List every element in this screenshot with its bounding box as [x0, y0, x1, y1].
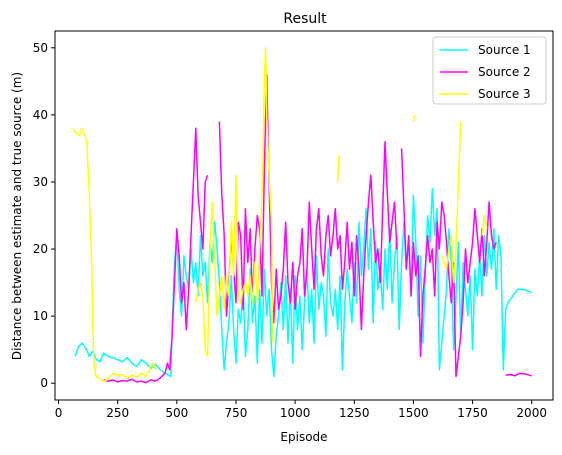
series-3-line-segment-1: [72, 127, 157, 382]
x-tick-label: 1000: [280, 406, 311, 420]
x-tick-label: 1250: [339, 406, 370, 420]
legend-label-source-3: Source 3: [478, 87, 531, 101]
x-axis-ticks: 0 250 500 750 1000 1250 1500 1750 2000: [55, 400, 547, 420]
y-tick-label: 0: [40, 376, 48, 390]
x-tick-label: 1750: [457, 406, 488, 420]
plot-area: 0 250 500 750 1000 1250 1500 1750 2000 0 10 20 30 40…: [33, 30, 554, 420]
legend: Source 1 Source 2 Source 3: [432, 36, 547, 105]
x-tick-label: 250: [106, 406, 129, 420]
y-tick-label: 10: [33, 309, 48, 323]
y-tick-label: 40: [33, 108, 48, 122]
x-tick-label: 2000: [516, 406, 547, 420]
x-tick-label: 500: [165, 406, 188, 420]
series-2-line-segment-3: [400, 148, 497, 378]
series-3-line-segment-3: [336, 155, 340, 183]
series-2-line-segment-4: [505, 372, 532, 377]
y-tick-label: 30: [33, 175, 48, 189]
chart-title: Result: [283, 11, 327, 27]
x-tick-label: 0: [55, 406, 63, 420]
legend-box: [432, 36, 547, 105]
series-3-line-segment-2: [195, 47, 274, 358]
y-axis-ticks: 0 10 20 30 40 50: [33, 41, 55, 390]
series-3-line-segment-6: [481, 214, 488, 236]
series-1-line-segment-1: [74, 187, 533, 378]
y-tick-label: 20: [33, 242, 48, 256]
series-2-line-segment-1: [103, 127, 209, 384]
series-layer: [72, 47, 533, 384]
series-3-line-segment-4: [412, 114, 416, 122]
y-tick-label: 50: [33, 41, 48, 55]
axes-frame: [54, 30, 554, 401]
legend-label-source-2: Source 2: [478, 65, 531, 79]
series-3-line-segment-5: [441, 121, 462, 284]
x-tick-label: 1500: [398, 406, 429, 420]
legend-label-source-1: Source 1: [478, 43, 531, 57]
y-axis-label: Distance between estimate and true sourc…: [10, 72, 24, 360]
x-tick-label: 750: [225, 406, 248, 420]
x-axis-label: Episode: [280, 430, 327, 444]
series-2-line-segment-2: [218, 73, 398, 331]
